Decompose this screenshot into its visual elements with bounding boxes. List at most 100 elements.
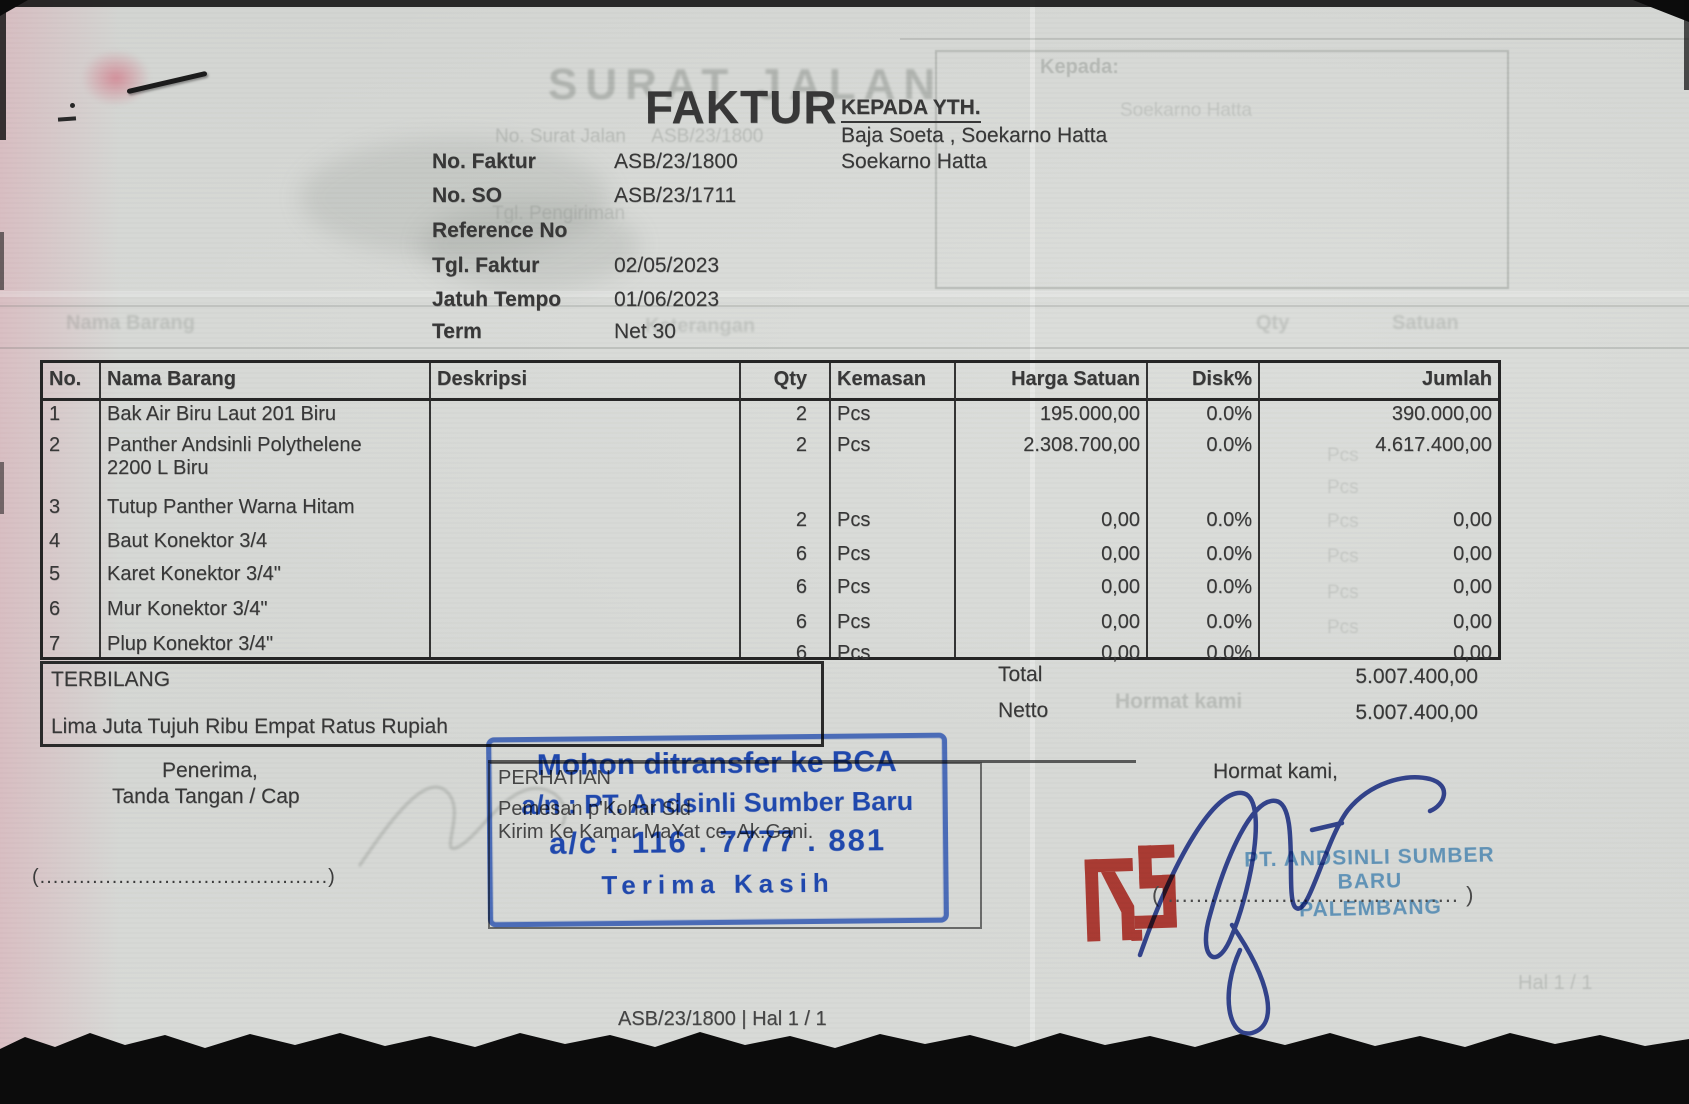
cell-disk-value: 0.0%	[1206, 543, 1252, 565]
ghost-column-header: Satuan	[1392, 312, 1459, 334]
cell-harga: 195.000,00	[956, 401, 1148, 432]
cell-nama: Tutup Panther Warna Hitam	[101, 494, 431, 528]
cell-qty-value: 6	[795, 543, 807, 565]
meta-value: Net 30	[614, 320, 676, 343]
cell-harga-value: 0,00	[1101, 509, 1140, 531]
cell-disk-value: 0.0%	[1206, 509, 1252, 531]
cell-disk-value: 0.0%	[1206, 576, 1252, 598]
torn-edge-left	[0, 462, 4, 514]
meta-row: Term Net 30	[432, 320, 676, 344]
cell-harga: 0,00	[956, 561, 1148, 598]
ghost-pcs: Pcs	[1327, 477, 1359, 498]
cell-kemasan-value: Pcs	[837, 509, 871, 531]
perhatian-line: Pemesan p'Kohar Sid	[498, 798, 691, 820]
pen-mark	[70, 103, 75, 108]
ghost-surat-jalan-title: SURAT JALAN	[548, 60, 944, 109]
col-header-jumlah: Jumlah	[1260, 363, 1498, 401]
cell-jumlah: 4.617.400,00	[1375, 434, 1492, 456]
item-name-line: Panther Andsinli Polythelene	[107, 434, 362, 456]
meta-row: No. SO ASB/23/1711	[432, 184, 736, 208]
torn-edge-left	[0, 0, 6, 140]
meta-label: Tgl. Faktur	[432, 254, 540, 277]
terbilang-text: Lima Juta Tujuh Ribu Empat Ratus Rupiah	[51, 715, 448, 738]
pink-smudge	[82, 50, 150, 106]
cell-harga-value: 0,00	[1101, 611, 1140, 633]
cell-qty: 6	[741, 561, 831, 598]
cell-disk: 0.0%	[1148, 631, 1260, 664]
cell-kemasan-value: Pcs	[837, 576, 871, 598]
cell-disk: 0.0%	[1148, 561, 1260, 598]
cell-deskripsi	[431, 561, 741, 596]
total-value: 5.007.400,00	[1355, 665, 1478, 688]
cell-jumlah-value: 0,00	[1453, 576, 1492, 598]
meta-label: Term	[432, 320, 482, 343]
bank-transfer-stamp: Mohon ditransfer ke BCA a/n : PT. Andsin…	[486, 732, 949, 928]
cell-harga-value: 0,00	[1101, 642, 1140, 664]
perhatian-line: Kirim Ke Kamar MaYat ce. Ak.Gani.	[498, 821, 814, 843]
tanda-tangan-label: Tanda Tangan / Cap	[112, 785, 300, 808]
cell-no: 7	[43, 631, 101, 657]
meta-label: Jatuh Tempo	[432, 288, 562, 311]
cell-disk: 0.0%	[1148, 528, 1260, 565]
meta-label: No. Faktur	[432, 150, 536, 173]
cell-disk-value: 0.0%	[1206, 611, 1252, 633]
cell-kemasan: Pcs	[831, 561, 956, 598]
cell-harga-value: 0,00	[1101, 576, 1140, 598]
scan-smudge	[300, 138, 610, 258]
cell-nama: Panther Andsinli Polythelene 2200 L Biru	[101, 432, 431, 494]
items-table: No. Nama Barang Deskripsi Qty Kemasan Ha…	[40, 360, 1501, 664]
cell-jumlah-value: 0,00	[1453, 543, 1492, 565]
ghost-rule	[0, 305, 1689, 307]
ghost-page-number: Hal 1 / 1	[1518, 972, 1593, 994]
col-header-qty: Qty	[741, 363, 831, 401]
cell-nama: Mur Konektor 3/4"	[101, 596, 431, 631]
cell-deskripsi	[431, 596, 741, 631]
meta-value: ASB/23/1800	[614, 150, 738, 173]
cell-nama: Baut Konektor 3/4	[101, 528, 431, 561]
cell-jumlah: 390.000,00	[1391, 403, 1492, 425]
cell-kemasan: Pcs	[831, 401, 956, 432]
cell-jumlah-value: 0,00	[1453, 642, 1492, 664]
cell-qty: 2	[741, 494, 831, 531]
cell-nama: Bak Air Biru Laut 201 Biru	[101, 401, 431, 432]
cell-kemasan: Pcs	[831, 494, 956, 531]
cell-deskripsi	[431, 528, 741, 561]
asb-logo-stamp	[1084, 844, 1177, 942]
scan-line	[488, 760, 1136, 763]
cell-deskripsi	[431, 432, 741, 494]
horizontal-fold-line	[0, 291, 1689, 297]
col-header-deskripsi: Deskripsi	[431, 363, 741, 401]
cell-kemasan: Pcs	[831, 631, 956, 664]
footer-reference: ASB/23/1800 | Hal 1 / 1	[618, 1008, 827, 1030]
cell-qty: 2	[741, 432, 831, 494]
col-header-disk: Disk%	[1148, 363, 1260, 401]
cell-disk: 0.0%	[1148, 494, 1260, 531]
torn-edge-right	[1684, 0, 1689, 90]
netto-label: Netto	[998, 699, 1049, 722]
ghost-pcs: Pcs	[1327, 582, 1359, 603]
cell-harga: 0,00	[956, 596, 1148, 633]
cell-qty-value: 6	[795, 576, 807, 598]
recipient-line: Baja Soeta , Soekarno Hatta	[841, 124, 1108, 147]
torn-edge-top	[0, 0, 1689, 7]
col-header-nama: Nama Barang	[101, 363, 431, 401]
cell-deskripsi	[431, 401, 741, 432]
ghost-pcs: Pcs	[1327, 617, 1359, 638]
cell-no: 6	[43, 596, 101, 631]
total-label: Total	[998, 663, 1043, 686]
meta-value: 01/06/2023	[614, 288, 720, 311]
ghost-column-header: Keterangan	[645, 315, 756, 337]
terbilang-box: TERBILANG Lima Juta Tujuh Ribu Empat Rat…	[40, 661, 824, 747]
cell-qty: 6	[741, 528, 831, 565]
col-header-no: No.	[43, 363, 101, 401]
recipient-line: Soekarno Hatta	[841, 150, 987, 173]
ghost-hormat-kami: Hormat kami	[1115, 690, 1243, 713]
terbilang-label: TERBILANG	[51, 668, 171, 691]
cell-jumlah: 0,00	[1260, 528, 1498, 565]
meta-label: No. SO	[432, 184, 503, 207]
stamp-line: Mohon ditransfer ke BCA	[536, 745, 897, 782]
page-corner-top-left	[0, 0, 28, 16]
penerima-label: Penerima,	[162, 759, 258, 782]
cell-harga: 0,00	[956, 631, 1148, 664]
cell-nama: Plup Konektor 3/4"	[101, 631, 431, 657]
